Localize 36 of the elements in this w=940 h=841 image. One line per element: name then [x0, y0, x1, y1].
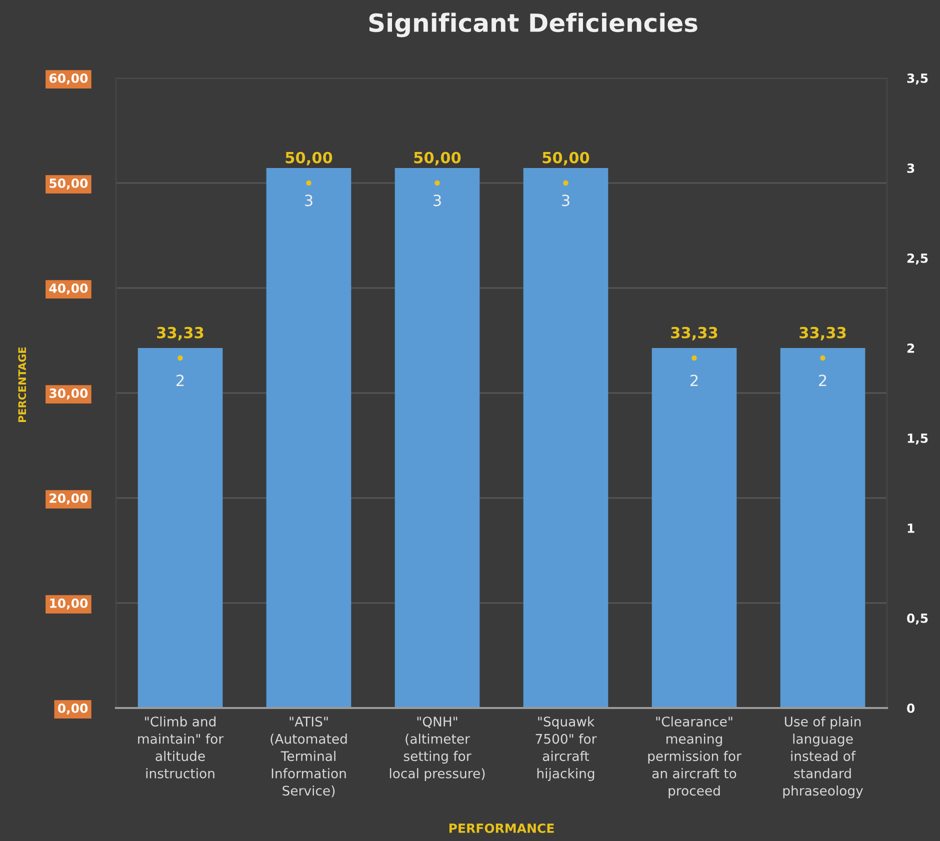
data-label: 2 [176, 374, 184, 386]
y2-tick-label: 2,5 [907, 253, 928, 265]
x-tick-label: "ATIS" (Automated Terminal Information Service) [270, 716, 347, 798]
data-label: 2 [690, 374, 698, 386]
chart-title: Significant Deficiencies [369, 12, 698, 38]
data-label: 2 [819, 374, 826, 386]
y2-tick-label: 3,5 [907, 73, 928, 85]
data-label: 50,00 [414, 152, 461, 166]
y-tick-label: 20,00 [50, 493, 88, 505]
y2-tick-label: 1 [908, 524, 914, 533]
y2-tick-label: 1,5 [908, 434, 928, 445]
x-tick-label: "QNH" (altimeter setting for local pressure) [390, 716, 485, 781]
y2-tick-label: 2 [907, 343, 914, 353]
y-axis-title: PERCENTAGE [18, 347, 26, 422]
y-tick-label: 40,00 [49, 283, 88, 295]
data-label: 50,00 [286, 152, 332, 166]
y-tick-label: 50,00 [50, 178, 88, 190]
data-label: 33,33 [800, 326, 846, 340]
data-label: 50,00 [542, 152, 590, 166]
y-tick-label: 10,00 [50, 598, 88, 610]
y-tick-label: 60,00 [49, 73, 88, 85]
y2-tick-label: 0,5 [907, 613, 928, 625]
data-label: 3 [434, 194, 441, 206]
x-tick-label: "Squawk 7500" for aircraft hijacking [536, 716, 597, 781]
y-tick-label: 30,00 [50, 388, 88, 400]
y-tick-label: 0,00 [58, 703, 88, 715]
data-label: 3 [305, 194, 312, 206]
data-label: 3 [562, 194, 570, 206]
data-label: 33,33 [157, 326, 204, 340]
y2-tick-label: 0 [907, 703, 915, 713]
y2-tick-label: 3 [907, 163, 914, 173]
x-tick-label: "Climb and maintain" for altitude instruction [138, 716, 224, 778]
data-label: 33,33 [671, 326, 718, 340]
x-tick-label: Use of plain language instead of standard phraseology [783, 716, 863, 798]
x-tick-label: "Clearance" meaning permission for an aircraft to proceed [648, 716, 742, 798]
x-axis-title: PERFORMANCE [449, 824, 554, 833]
